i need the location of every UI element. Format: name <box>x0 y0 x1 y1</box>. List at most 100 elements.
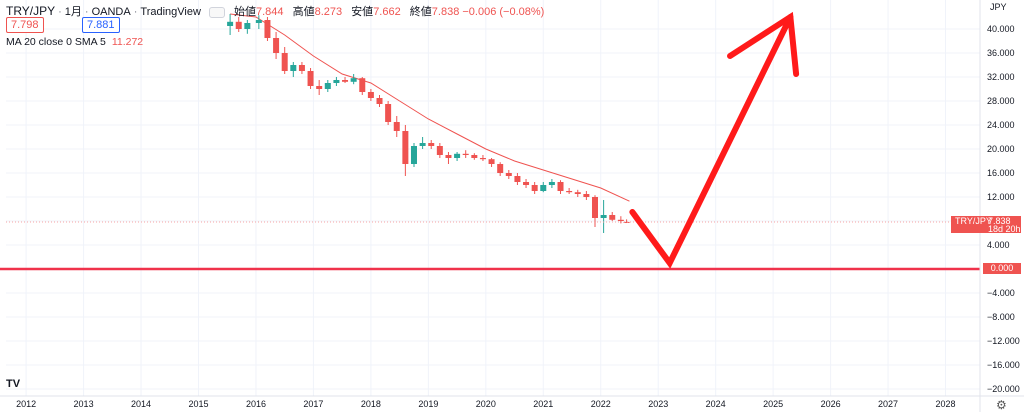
candle-down <box>574 192 581 194</box>
candle-down <box>393 122 400 131</box>
candle-down <box>235 21 242 29</box>
ma-legend[interactable]: MA 20 close 0 SMA 5 11.272 <box>6 36 143 48</box>
candle-down <box>428 143 435 146</box>
candle-down <box>523 182 530 185</box>
candle-down <box>505 173 512 176</box>
candle-up <box>540 185 547 191</box>
current-tag-symbol: TRY/JPY <box>955 216 992 226</box>
candle-up <box>333 80 340 83</box>
y-tick-label: 32.000 <box>987 72 1015 82</box>
candle-down <box>591 197 598 218</box>
ma-line <box>230 13 630 202</box>
x-tick-label: 2013 <box>74 399 94 409</box>
candle-down <box>376 98 383 104</box>
chart-header: TRY/JPY · 1月 · OANDA · TradingView 始値7.844 高値8… <box>6 4 545 18</box>
x-tick-label: 2020 <box>476 399 496 409</box>
candle-down <box>557 182 564 191</box>
y-tick-label: 16.000 <box>987 168 1015 178</box>
zero-line-tag: 0.000 <box>983 263 1021 274</box>
candle-up <box>600 215 607 218</box>
chart-grid <box>6 0 980 396</box>
x-tick-label: 2027 <box>878 399 898 409</box>
arrow-shaft <box>629 14 794 269</box>
current-tag-countdown: 18d 20h <box>988 224 1021 234</box>
x-tick-label: 2015 <box>188 399 208 409</box>
candle-up <box>419 143 426 146</box>
candles-layer <box>227 14 630 233</box>
x-tick-label: 2019 <box>418 399 438 409</box>
y-tick-label: −12.000 <box>987 336 1020 346</box>
buy-price-button[interactable]: 7.881 <box>82 17 120 33</box>
current-tag-price: 7.838 <box>988 216 1011 226</box>
x-tick-label: 2016 <box>246 399 266 409</box>
y-tick-label: 4.000 <box>987 240 1010 250</box>
y-tick-label: 36.000 <box>987 48 1015 58</box>
y-tick-label: −20.000 <box>987 384 1020 394</box>
candle-down <box>583 194 590 197</box>
close-value: 7.838 <box>431 6 460 18</box>
y-tick-label: −16.000 <box>987 360 1020 370</box>
candle-down <box>488 159 495 164</box>
arrow-head <box>727 11 800 77</box>
candle-down <box>367 92 374 98</box>
candle-down <box>264 20 271 38</box>
x-tick-label: 2012 <box>16 399 36 409</box>
y-tick-label: 40.000 <box>987 24 1015 34</box>
ma-line-layer <box>230 13 630 202</box>
reference-lines <box>0 221 980 271</box>
open-value: 7.844 <box>256 6 284 18</box>
low-value: 7.662 <box>373 6 401 18</box>
candle-down <box>342 80 349 82</box>
time-axis[interactable]: 2012 2013 2014 2015 2016 2017 2018 2019 2020 2021… <box>0 395 1024 409</box>
candle-down <box>359 78 366 92</box>
candle-down <box>531 185 538 191</box>
close-label: 終値 <box>409 6 432 18</box>
candle-down <box>479 158 486 160</box>
sell-price-button[interactable]: 7.798 <box>6 17 44 33</box>
y-tick-label: 28.000 <box>987 96 1015 106</box>
y-tick-label: 20.000 <box>987 144 1015 154</box>
candle-up <box>290 65 297 71</box>
candle-down <box>316 86 323 89</box>
y-tick-label: 24.000 <box>987 120 1015 130</box>
candle-down <box>566 191 573 193</box>
x-tick-label: 2025 <box>763 399 783 409</box>
candle-up <box>324 83 331 89</box>
candle-down <box>445 155 452 158</box>
low-label: 安値 <box>351 6 374 18</box>
x-tick-label: 2022 <box>591 399 611 409</box>
symbol-label[interactable]: TRY/JPY <box>6 4 56 18</box>
candle-down <box>609 215 616 220</box>
source-label: OANDA <box>91 6 131 18</box>
drawn-arrow <box>629 11 800 269</box>
candle-down <box>623 221 630 223</box>
change-value: −0.006 (−0.08%) <box>462 6 545 18</box>
x-tick-label: 2028 <box>936 399 956 409</box>
x-tick-label: 2018 <box>361 399 381 409</box>
candle-down <box>462 153 469 155</box>
candle-up <box>255 20 262 23</box>
currency-unit-label[interactable]: JPY <box>990 2 1007 12</box>
tradingview-logo[interactable]: TV <box>6 378 21 390</box>
y-tick-label: −4.000 <box>987 288 1015 298</box>
candle-down <box>617 219 624 221</box>
ma-legend-value: 11.272 <box>111 36 144 48</box>
x-tick-label: 2023 <box>648 399 668 409</box>
ma-legend-label: MA 20 close 0 SMA 5 <box>6 36 106 48</box>
visibility-icon[interactable] <box>208 6 225 18</box>
candle-down <box>514 176 521 182</box>
open-label: 始値 <box>234 6 256 18</box>
candle-up <box>548 182 555 185</box>
gear-icon[interactable]: ⚙ <box>996 398 1007 412</box>
candle-up <box>410 146 417 164</box>
platform-label: TradingView <box>140 6 201 18</box>
price-axis[interactable]: 40.000 36.000 32.000 28.000 24.000 20.000 16.0… <box>979 0 1020 412</box>
high-label: 高値 <box>292 6 315 18</box>
candle-down <box>307 71 314 86</box>
high-value: 8.273 <box>314 6 343 18</box>
candle-down <box>402 131 409 164</box>
x-tick-label: 2017 <box>303 399 323 409</box>
interval-label[interactable]: 1月 <box>64 6 82 18</box>
candle-up <box>454 153 461 158</box>
